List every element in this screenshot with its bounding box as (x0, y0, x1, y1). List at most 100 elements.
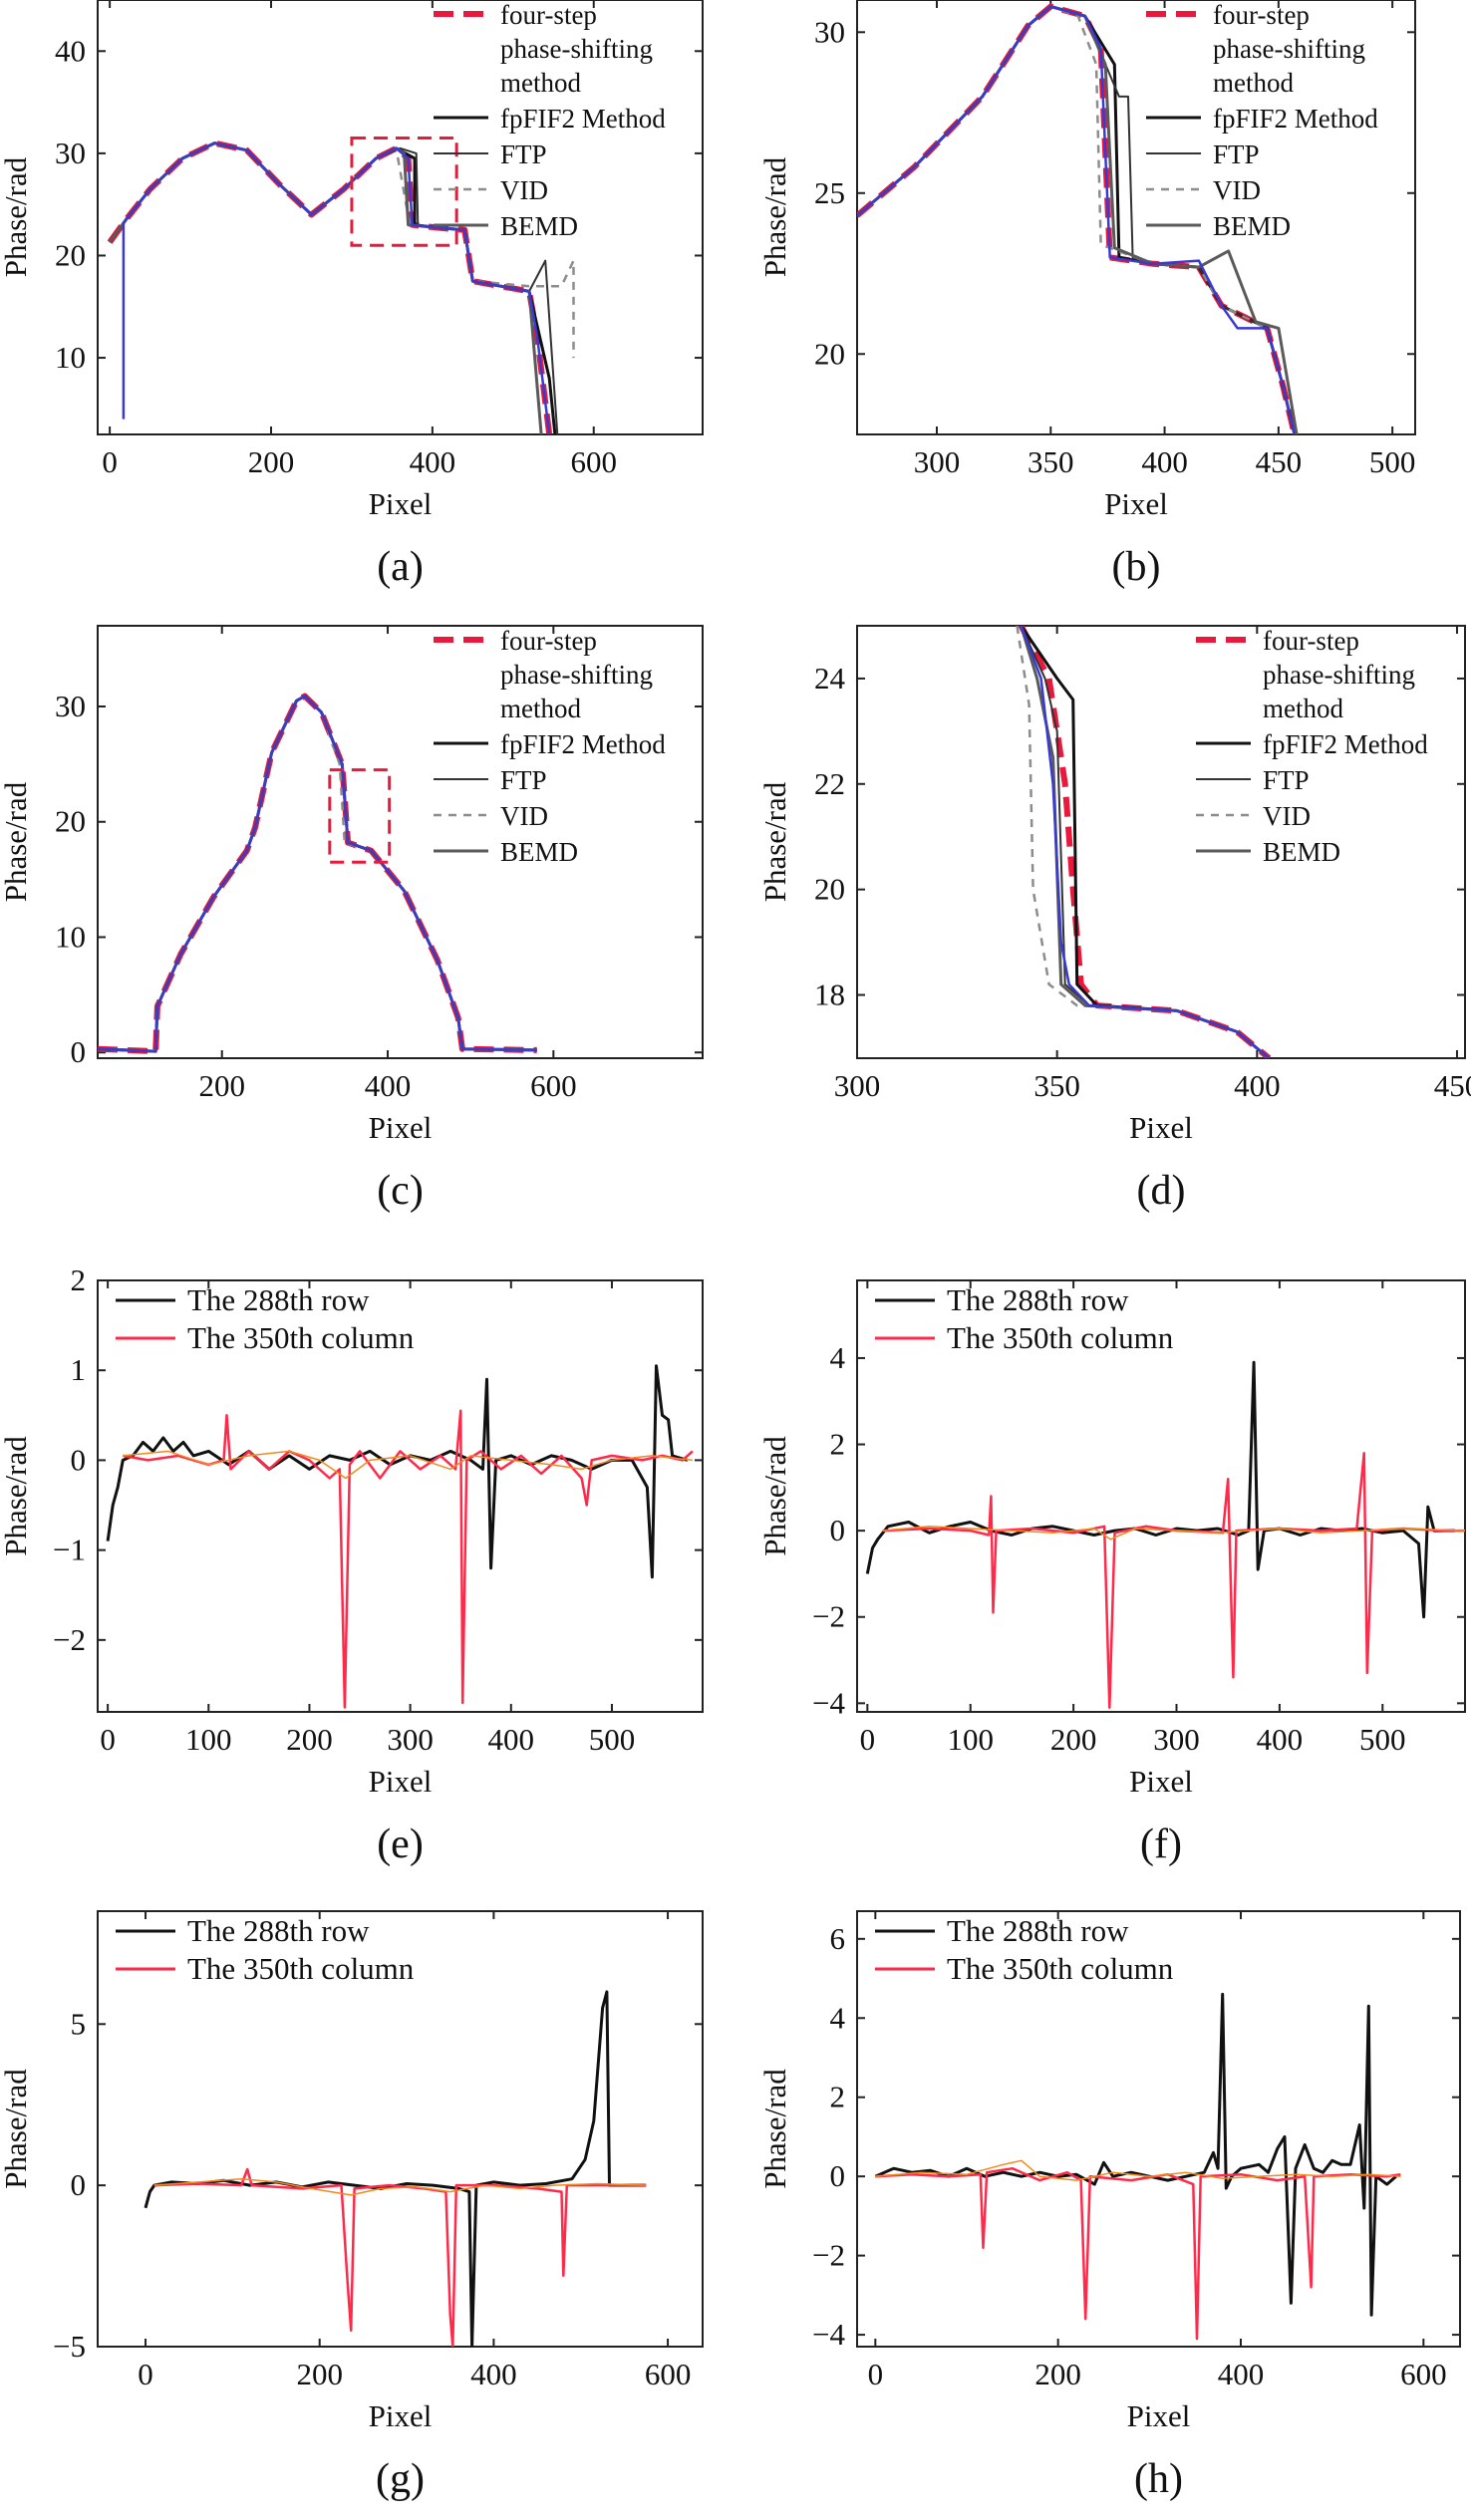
legend-label: BEMD (500, 211, 578, 241)
y-tick-label: 4 (830, 1340, 846, 1375)
legend-label: The 350th column (187, 1951, 415, 1986)
legend-label: VID (500, 175, 548, 205)
legend-label: four-step phase-shifting method (500, 626, 653, 723)
y-tick-label: 20 (55, 804, 86, 839)
legend-label: four-step phase-shifting method (1213, 0, 1365, 98)
x-tick-label: 450 (1256, 444, 1303, 479)
x-tick-label: 0 (138, 2357, 153, 2391)
series-line (98, 693, 537, 1055)
y-tick-label: 40 (55, 33, 86, 68)
panel-caption: (a) (377, 544, 424, 590)
series-line (875, 2159, 1401, 2181)
y-tick-label: −2 (812, 1599, 845, 1634)
x-tick-label: 500 (1369, 444, 1416, 479)
series-group (874, 1992, 1401, 2341)
y-tick-label: 0 (830, 1513, 846, 1547)
legend-label: VID (500, 801, 548, 831)
plot-area-frame (856, 625, 1466, 1059)
series-line (1018, 626, 1272, 1058)
legend-label: BEMD (500, 837, 578, 867)
y-tick-label: −1 (53, 1533, 86, 1567)
x-tick-label: 350 (1033, 1068, 1080, 1103)
series-line (857, 5, 1297, 434)
chart-panel-b: 300 350 400 450 500 20 25 30 Pixel Phase/rad (b) fo… (757, 0, 1416, 590)
x-tick-label: 300 (834, 1068, 881, 1103)
y-tick-label: 6 (830, 1921, 846, 1956)
legend-label: fpFIF2 Method (1263, 729, 1428, 759)
chart-panel-f: 0 100 200 300 400 500 −4 −2 0 2 4 Pixel Phase/rad (f)… (757, 1279, 1466, 1867)
series-line (874, 1992, 1397, 2317)
y-axis-label: Phase/rad (0, 2069, 33, 2189)
y-axis-label: Phase/rad (757, 2069, 792, 2189)
panel-caption: (d) (1137, 1168, 1186, 1214)
series-line (1016, 626, 1271, 1058)
x-tick-label: 400 (1234, 1068, 1281, 1103)
plot-area-frame (97, 1910, 704, 2348)
x-tick-label: 0 (868, 2357, 884, 2391)
plot-area-frame (856, 1279, 1466, 1713)
y-axis-label: Phase/rad (757, 1436, 792, 1556)
y-tick-label: 22 (814, 766, 845, 801)
series-line (882, 1526, 1465, 1540)
x-tick-label: 400 (488, 1722, 535, 1757)
y-axis-label: Phase/rad (0, 156, 33, 277)
legend-label: The 350th column (947, 1320, 1174, 1355)
legend-label: BEMD (1263, 837, 1340, 867)
x-tick-label: 300 (914, 444, 961, 479)
x-tick-label: 400 (1257, 1722, 1304, 1757)
y-axis-label: Phase/rad (757, 781, 792, 902)
y-axis-label: Phase/rad (0, 781, 33, 902)
x-axis-label: Pixel (1127, 2398, 1191, 2433)
x-axis-label: Pixel (369, 1764, 433, 1799)
y-axis-label: Phase/rad (0, 1436, 33, 1556)
y-tick-label: 30 (814, 14, 845, 49)
panel-caption: (h) (1134, 2456, 1183, 2502)
y-tick-label: 30 (55, 689, 86, 723)
series-group (107, 140, 575, 434)
y-tick-label: 20 (814, 336, 845, 371)
series-line (108, 141, 543, 434)
series-line (875, 2166, 1401, 2341)
x-tick-label: 300 (387, 1722, 434, 1757)
y-tick-label: 1 (71, 1352, 87, 1387)
x-axis-label: Pixel (1129, 1764, 1193, 1799)
x-tick-label: 400 (1218, 2357, 1265, 2391)
legend-label: The 288th row (187, 1282, 370, 1317)
plot-area-frame (97, 1279, 704, 1713)
x-tick-label: 600 (645, 2357, 692, 2391)
y-tick-label: −2 (53, 1622, 86, 1657)
series-line (153, 2177, 647, 2196)
plot-area-frame (97, 0, 704, 435)
x-axis-label: Pixel (369, 1110, 433, 1145)
series-line (882, 1451, 1465, 1709)
y-tick-label: 0 (71, 1442, 87, 1477)
series-line (123, 1409, 694, 1709)
legend-label: BEMD (1213, 211, 1291, 241)
legend-label: FTP (500, 765, 547, 795)
y-tick-label: −4 (812, 1685, 845, 1720)
y-tick-label: 4 (830, 2000, 846, 2035)
panel-caption: (c) (377, 1168, 424, 1214)
y-tick-label: −4 (812, 2317, 845, 2352)
series-group (1016, 626, 1272, 1058)
x-tick-label: 500 (589, 1722, 636, 1757)
series-line (1020, 626, 1271, 1058)
series-line (98, 695, 537, 1053)
x-tick-label: 600 (1400, 2357, 1447, 2391)
panel-caption: (b) (1112, 544, 1161, 590)
series-group (144, 1990, 647, 2347)
series-line (122, 141, 551, 434)
chart-panel-e: 0 100 200 300 400 500 −2 −1 0 1 2 Pixel Phase/rad (e)… (0, 1262, 704, 1867)
y-tick-label: 30 (55, 136, 86, 170)
series-line (98, 695, 537, 1053)
legend-label: FTP (1213, 140, 1260, 169)
x-tick-label: 400 (1141, 444, 1188, 479)
chart-panel-d: 300 350 400 450 18 20 22 24 Pixel Phase/rad (d) fou… (757, 625, 1471, 1214)
legend-label: fpFIF2 Method (1213, 104, 1378, 134)
plot-area-frame (856, 0, 1416, 435)
chart-panel-c: 200 400 600 0 10 20 30 Pixel Phase/rad (c) four-st… (0, 625, 704, 1214)
series-line (109, 141, 559, 434)
x-tick-label: 100 (947, 1722, 994, 1757)
x-tick-label: 200 (248, 444, 295, 479)
legend-label: four-step phase-shifting method (500, 0, 653, 98)
